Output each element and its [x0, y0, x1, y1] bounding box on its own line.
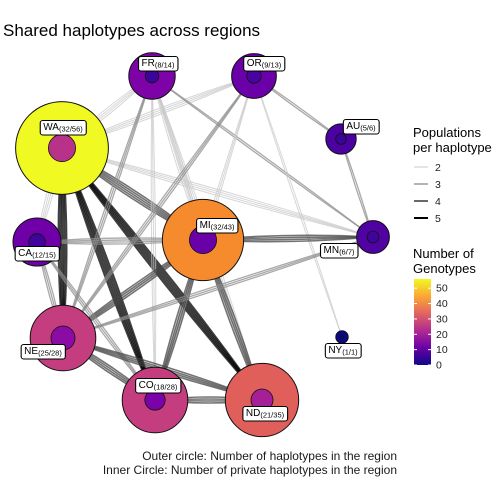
- node-label-count-ND: (21/35): [260, 411, 284, 420]
- color-legend-title-line2: Genotypes: [413, 261, 476, 276]
- edge-width-legend: Populations per haplotype 2 3 4 5: [413, 125, 492, 225]
- node-label-code-WA: WA: [43, 122, 59, 133]
- color-bar: [414, 279, 431, 365]
- node-label-MI: MI(32/43): [196, 217, 239, 234]
- edge-FR-NE: [62, 75, 153, 339]
- svg-text:NE(25/28): NE(25/28): [24, 346, 62, 358]
- color-legend-tick-0: 0: [436, 360, 442, 372]
- svg-text:NY(1/1): NY(1/1): [328, 345, 358, 357]
- node-inner-MN: [366, 230, 380, 244]
- node-label-CA: CA(12/15): [14, 245, 60, 262]
- color-legend-ticks: 50 40 30 20 10 0: [414, 283, 448, 372]
- node-label-NE: NE(25/28): [20, 343, 66, 360]
- svg-text:AU(5/6): AU(5/6): [346, 121, 376, 133]
- edge-OR-NY: [253, 75, 343, 338]
- node-label-code-OR: OR: [247, 58, 262, 69]
- node-label-code-CA: CA: [18, 248, 32, 259]
- svg-text:CO(18/28): CO(18/28): [139, 380, 178, 392]
- node-label-count-NE: (25/28): [38, 349, 62, 358]
- node-label-code-NE: NE: [24, 346, 38, 357]
- node-label-CO: CO(18/28): [135, 377, 182, 394]
- color-legend-tick-10: 10: [436, 344, 448, 356]
- edge-FR-MN: [151, 75, 374, 238]
- edge-FR-NE: [62, 75, 153, 339]
- edge-OR-NY: [253, 75, 343, 338]
- edge-FR-NE: [62, 75, 153, 339]
- node-label-FR: FR(8/14): [137, 55, 179, 72]
- node-inner-NY: [340, 335, 344, 339]
- edge-WA-ND: [61, 147, 263, 401]
- svg-text:CA(12/15): CA(12/15): [18, 248, 56, 260]
- edge-legend-title-line2: per haplotype: [413, 140, 492, 155]
- node-label-NY: NY(1/1): [324, 342, 362, 359]
- edge-legend-label-3: 3: [435, 179, 441, 191]
- node-label-count-FR: (8/14): [155, 61, 175, 70]
- node-inner-WA: [48, 134, 76, 162]
- node-label-WA: WA(32/56): [39, 119, 87, 136]
- node-label-count-OR: (9/13): [262, 61, 282, 70]
- node-label-count-CO: (18/28): [154, 383, 178, 392]
- node-label-code-ND: ND: [246, 408, 260, 419]
- color-legend-tick-40: 40: [436, 298, 448, 310]
- edge-legend-label-4: 4: [435, 196, 441, 208]
- edge-legend-items: 2 3 4 5: [414, 162, 441, 225]
- node-label-code-AU: AU: [346, 121, 360, 132]
- svg-text:ND(21/35): ND(21/35): [246, 408, 285, 420]
- node-label-OR: OR(9/13): [243, 55, 286, 72]
- color-legend-tick-20: 20: [436, 329, 448, 341]
- svg-text:FR(8/14): FR(8/14): [142, 58, 175, 70]
- node-label-code-FR: FR: [142, 58, 155, 69]
- svg-text:WA(32/56): WA(32/56): [43, 122, 83, 134]
- edge-OR-NE: [62, 75, 255, 339]
- svg-text:MN(6/7): MN(6/7): [324, 245, 355, 257]
- node-label-code-NY: NY: [328, 345, 342, 356]
- genotype-color-legend: Number of Genotypes 50 40 30 20 10 0: [413, 246, 476, 372]
- node-label-AU: AU(5/6): [342, 118, 380, 135]
- caption-inner-circle: Inner Circle: Number of private haplotyp…: [102, 463, 397, 477]
- edge-legend-label-5: 5: [435, 213, 441, 225]
- label-layer: WA(32/56) FR(8/14) OR(9/13) AU(5/6) MI(32/43…: [14, 55, 380, 422]
- color-legend-title-line1: Number of: [413, 246, 474, 261]
- node-label-count-NY: (1/1): [342, 348, 358, 357]
- node-label-count-WA: (32/56): [59, 125, 83, 134]
- node-label-code-MI: MI: [200, 220, 211, 231]
- edge-legend-title-line1: Populations: [413, 125, 481, 140]
- node-label-code-MN: MN: [324, 245, 340, 256]
- color-legend-tick-30: 30: [436, 313, 448, 325]
- edge-OR-NE: [62, 75, 255, 339]
- node-label-code-CO: CO: [139, 380, 154, 391]
- edge-FR-MN: [151, 75, 374, 238]
- node-label-ND: ND(21/35): [242, 405, 289, 422]
- svg-text:OR(9/13): OR(9/13): [247, 58, 282, 70]
- node-label-count-MI: (32/43): [211, 223, 235, 232]
- node-label-count-AU: (5/6): [360, 124, 376, 133]
- color-legend-tick-50: 50: [436, 283, 448, 295]
- caption-outer-circle: Outer circle: Number of haplotypes in th…: [142, 449, 397, 463]
- svg-text:MI(32/43): MI(32/43): [200, 220, 235, 232]
- node-label-count-MN: (6/7): [339, 248, 355, 257]
- edge-legend-label-2: 2: [435, 162, 441, 174]
- node-inner-AU: [335, 133, 347, 145]
- node-label-MN: MN(6/7): [319, 242, 359, 259]
- figure-title: Shared haplotypes across regions: [3, 21, 261, 40]
- edge-OR-NE: [62, 75, 255, 339]
- node-label-count-CA: (12/15): [32, 251, 56, 260]
